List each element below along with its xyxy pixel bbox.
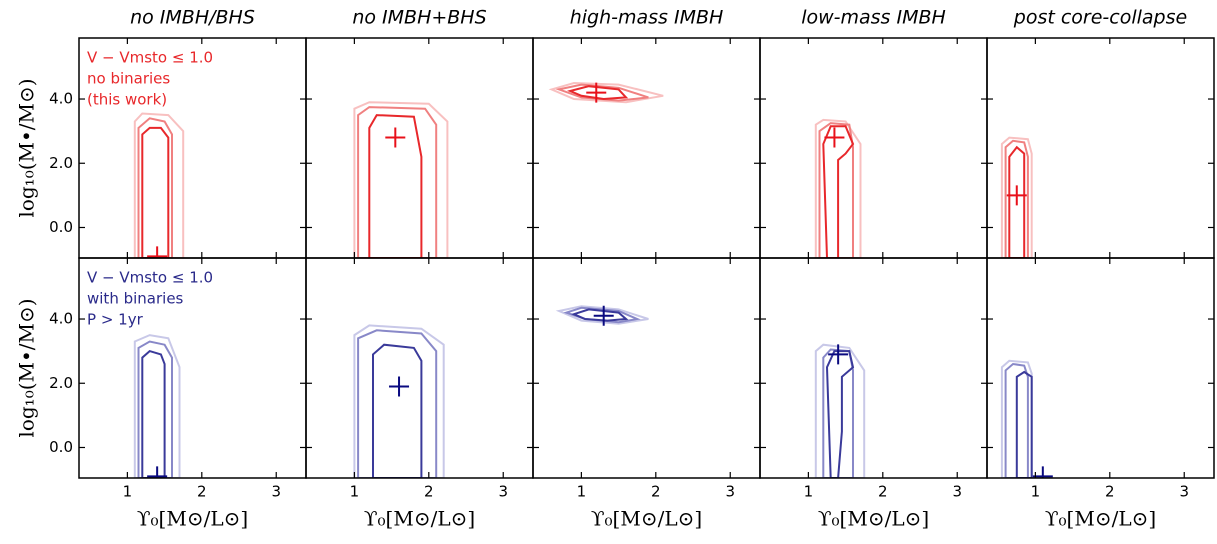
- annotation: with binaries: [87, 290, 184, 308]
- x-tick-label: 3: [498, 483, 508, 501]
- annotation: no binaries: [87, 70, 170, 88]
- panel-frame: [532, 37, 761, 259]
- x-axis-label: ϒ₀[M⊙/L⊙]: [1045, 507, 1156, 531]
- panel-title: post core-collapse: [1013, 7, 1187, 29]
- annotation: P > 1yr: [87, 311, 144, 329]
- contour: [818, 122, 854, 258]
- contour: [567, 85, 629, 101]
- panel-frame: [986, 257, 1215, 479]
- marker: [586, 82, 607, 103]
- contour: [357, 106, 438, 258]
- panel-frame: [759, 257, 988, 479]
- panel-title: high-mass IMBH: [570, 7, 724, 29]
- contour: [372, 343, 423, 478]
- contour: [133, 112, 185, 258]
- x-tick-label: 1: [123, 483, 133, 501]
- contour: [137, 117, 173, 258]
- contour: [357, 329, 438, 478]
- contour: [368, 114, 423, 258]
- contour: [555, 83, 649, 102]
- contour: [1008, 145, 1026, 258]
- contour: [141, 349, 166, 478]
- x-tick-label: 1: [1031, 483, 1041, 501]
- contour: [555, 305, 649, 325]
- marker: [385, 127, 406, 148]
- contour: [137, 340, 173, 478]
- x-tick-label: 2: [424, 483, 434, 501]
- x-tick-label: 3: [725, 483, 735, 501]
- contour: [822, 125, 855, 258]
- x-axis-label: ϒ₀[M⊙/L⊙]: [591, 507, 702, 531]
- contour: [571, 308, 629, 322]
- marker: [1006, 185, 1027, 206]
- contour: [1000, 136, 1033, 258]
- panel-frame: [305, 257, 534, 479]
- panel-title: low-mass IMBH: [801, 7, 946, 29]
- annotation: (this work): [87, 91, 167, 109]
- x-tick-label: 1: [804, 483, 814, 501]
- panel: [548, 81, 664, 104]
- panel: [814, 343, 866, 478]
- panel: [353, 324, 445, 478]
- contour: [353, 324, 445, 478]
- contour: [1000, 359, 1033, 478]
- contour: [814, 118, 862, 258]
- contour: [548, 81, 664, 104]
- x-tick-label: 2: [651, 483, 661, 501]
- x-tick-label: 1: [577, 483, 587, 501]
- panel: [1000, 136, 1033, 258]
- x-axis-label: ϒ₀[M⊙/L⊙]: [364, 507, 475, 531]
- marker: [389, 376, 410, 397]
- marker: [147, 246, 168, 258]
- x-axis-label: ϒ₀[M⊙/L⊙]: [137, 507, 248, 531]
- panel: [555, 305, 649, 326]
- x-tick-label: 2: [197, 483, 207, 501]
- contour: [1004, 362, 1029, 478]
- panel: [814, 118, 862, 258]
- panel: [353, 101, 449, 258]
- panel-title: no IMBH+BHS: [352, 7, 486, 29]
- x-tick-label: 2: [1105, 483, 1115, 501]
- marker: [593, 305, 614, 326]
- panel-frame: [759, 37, 988, 259]
- marker: [1032, 466, 1053, 478]
- y-tick-label: 2.0: [49, 154, 73, 172]
- panel-title: no IMBH/BHS: [130, 7, 255, 29]
- contour: [353, 101, 449, 258]
- panel-frame: [986, 37, 1215, 259]
- x-tick-label: 1: [350, 483, 360, 501]
- x-tick-label: 3: [1179, 483, 1189, 501]
- y-axis-label: log₁₀(M•/M⊙): [15, 298, 39, 437]
- y-tick-label: 0.0: [49, 218, 73, 236]
- y-axis-label: log₁₀(M•/M⊙): [15, 78, 39, 217]
- contour: [141, 126, 170, 258]
- x-tick-label: 3: [952, 483, 962, 501]
- y-tick-label: 0.0: [49, 438, 73, 456]
- panel: [133, 112, 185, 258]
- panel: [1000, 359, 1053, 478]
- contour: [825, 350, 855, 478]
- y-tick-label: 4.0: [49, 90, 73, 108]
- x-tick-label: 3: [271, 483, 281, 501]
- marker: [828, 344, 849, 365]
- y-tick-label: 2.0: [49, 374, 73, 392]
- x-axis-label: ϒ₀[M⊙/L⊙]: [818, 507, 929, 531]
- marker: [147, 466, 168, 478]
- contour: [133, 334, 181, 478]
- x-tick-label: 2: [878, 483, 888, 501]
- marker: [824, 127, 845, 148]
- contour: [1015, 370, 1033, 478]
- y-tick-label: 4.0: [49, 310, 73, 328]
- panel-frame: [532, 257, 761, 479]
- panel: [133, 334, 181, 478]
- contour: [1004, 139, 1029, 258]
- annotation: V − Vmsto ≤ 1.0: [87, 269, 213, 287]
- annotation: V − Vmsto ≤ 1.0: [87, 49, 213, 67]
- contour: [814, 343, 866, 478]
